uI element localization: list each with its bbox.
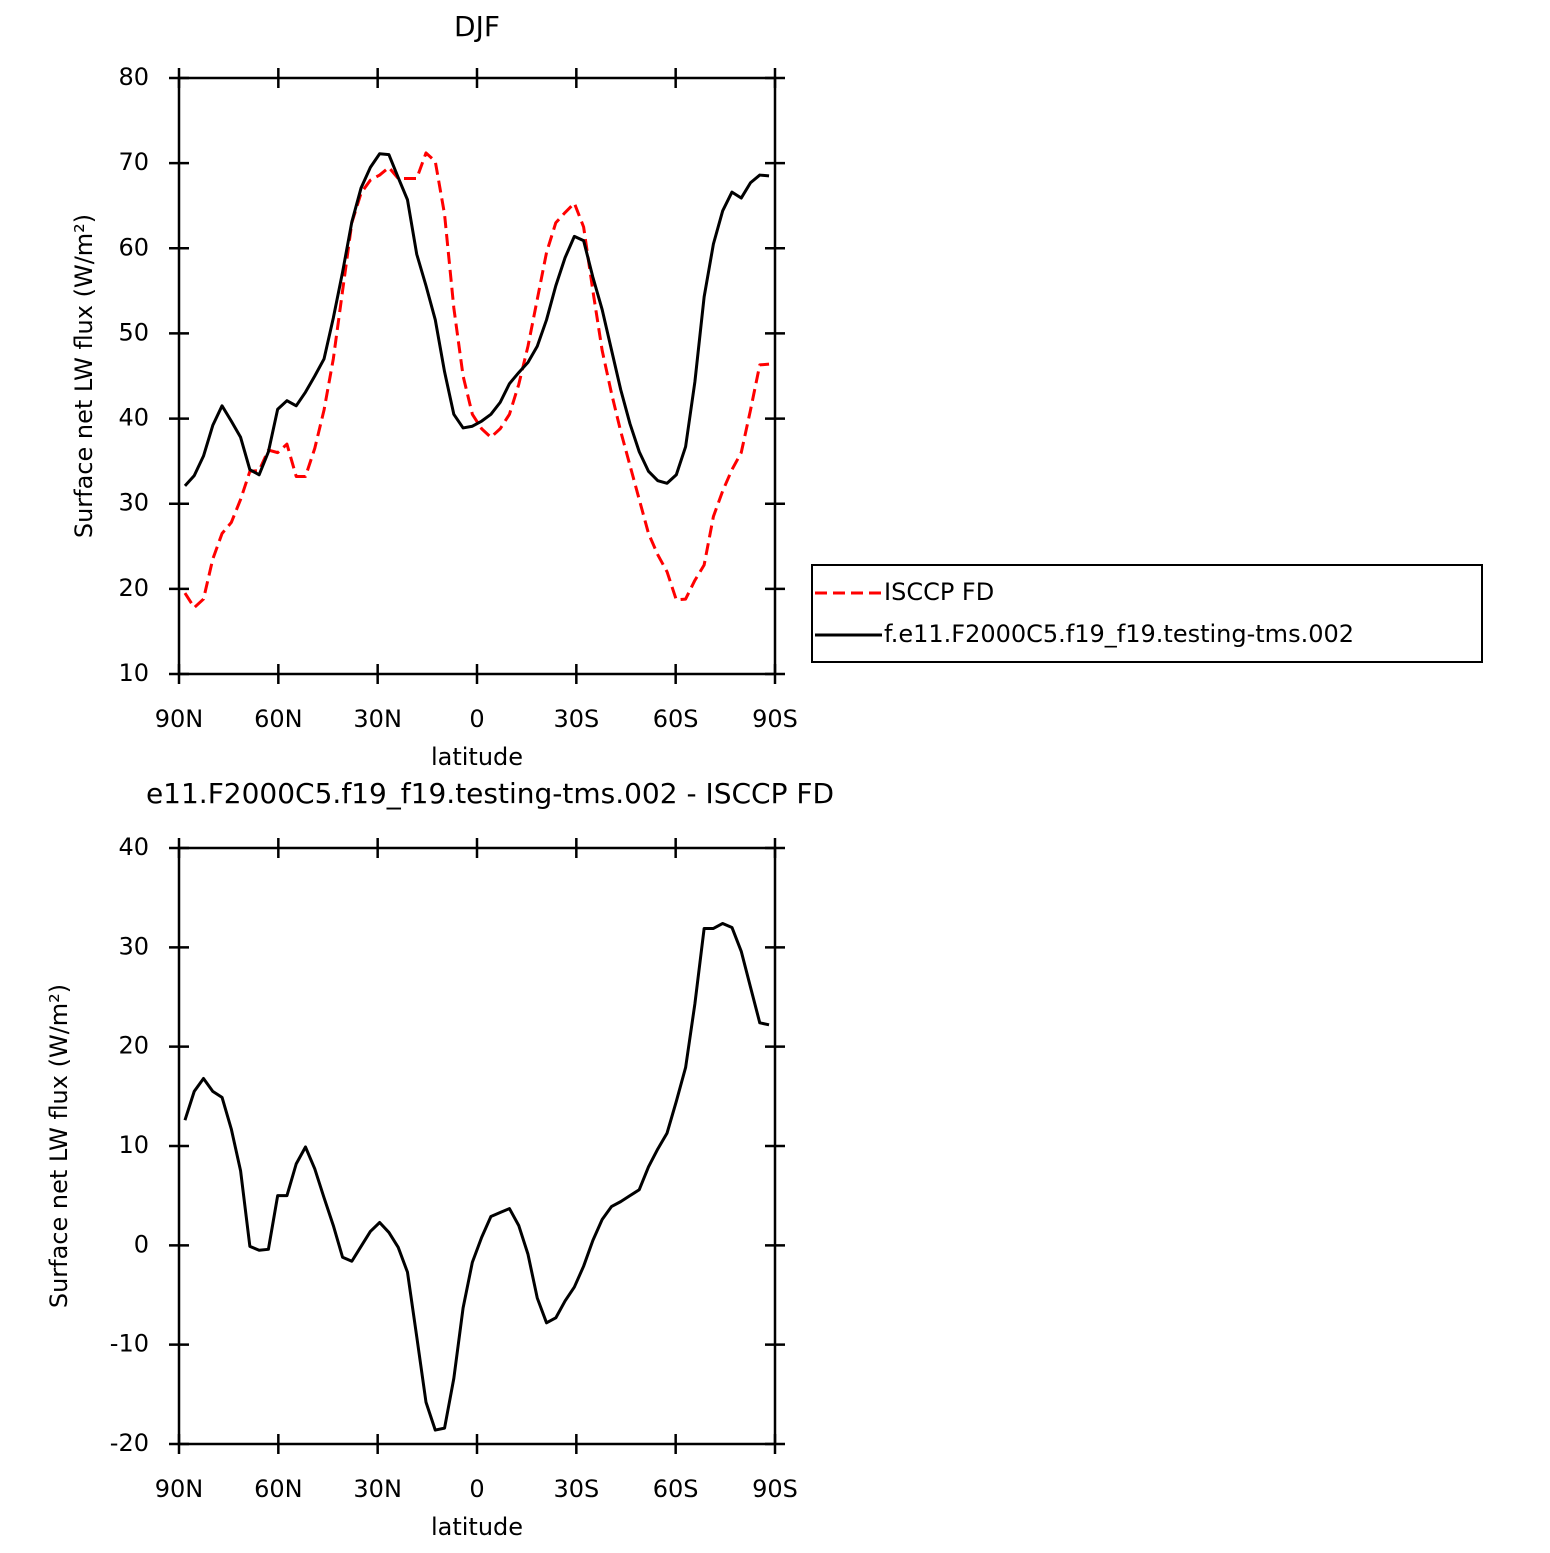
plot-frame bbox=[177, 76, 777, 676]
y-axis-label: Surface net LW flux (W/m²) bbox=[70, 214, 98, 538]
y-tick-label: 60 bbox=[118, 233, 149, 261]
y-tick-label: 10 bbox=[118, 659, 149, 687]
x-tick-label: 90N bbox=[155, 1475, 204, 1503]
y-tick-label: 50 bbox=[118, 318, 149, 346]
plot-frame bbox=[177, 846, 777, 1446]
x-tick-label: 30N bbox=[353, 1475, 402, 1503]
x-tick-label: 90N bbox=[155, 705, 204, 733]
x-tick-label: 60N bbox=[254, 705, 303, 733]
y-tick-label: 20 bbox=[118, 1032, 149, 1060]
y-tick-label: -10 bbox=[110, 1330, 149, 1358]
y-tick-label: 0 bbox=[134, 1230, 149, 1258]
chart-title: e11.F2000C5.f19_f19.testing-tms.002 - IS… bbox=[146, 777, 834, 810]
y-tick-label: 70 bbox=[118, 148, 149, 176]
x-tick-label: 60N bbox=[254, 1475, 303, 1503]
y-tick-label: -20 bbox=[110, 1429, 149, 1457]
y-tick-label: 30 bbox=[118, 932, 149, 960]
x-tick-label: 0 bbox=[469, 705, 484, 733]
legend-label: ISCCP FD bbox=[884, 578, 994, 606]
data-line bbox=[183, 152, 770, 487]
y-tick-label: 80 bbox=[118, 63, 149, 91]
y-tick-label: 30 bbox=[118, 489, 149, 517]
x-tick-label: 60S bbox=[653, 1475, 699, 1503]
chart-title: DJF bbox=[454, 10, 500, 43]
y-tick-label: 20 bbox=[118, 574, 149, 602]
x-tick-label: 60S bbox=[653, 705, 699, 733]
x-tick-label: 0 bbox=[469, 1475, 484, 1503]
legend-label: f.e11.F2000C5.f19_f19.testing-tms.002 bbox=[884, 620, 1354, 648]
legend-box bbox=[811, 564, 1483, 663]
x-axis-label: latitude bbox=[431, 743, 523, 771]
x-tick-label: 30S bbox=[553, 1475, 599, 1503]
y-tick-label: 10 bbox=[118, 1131, 149, 1159]
x-tick-label: 90S bbox=[752, 1475, 798, 1503]
x-tick-label: 30N bbox=[353, 705, 402, 733]
y-tick-label: 40 bbox=[118, 404, 149, 432]
data-line bbox=[183, 921, 770, 1432]
x-tick-label: 90S bbox=[752, 705, 798, 733]
data-line bbox=[183, 151, 770, 610]
x-axis-label: latitude bbox=[431, 1513, 523, 1541]
y-axis-label: Surface net LW flux (W/m²) bbox=[45, 984, 73, 1308]
x-tick-label: 30S bbox=[553, 705, 599, 733]
y-tick-label: 40 bbox=[118, 833, 149, 861]
